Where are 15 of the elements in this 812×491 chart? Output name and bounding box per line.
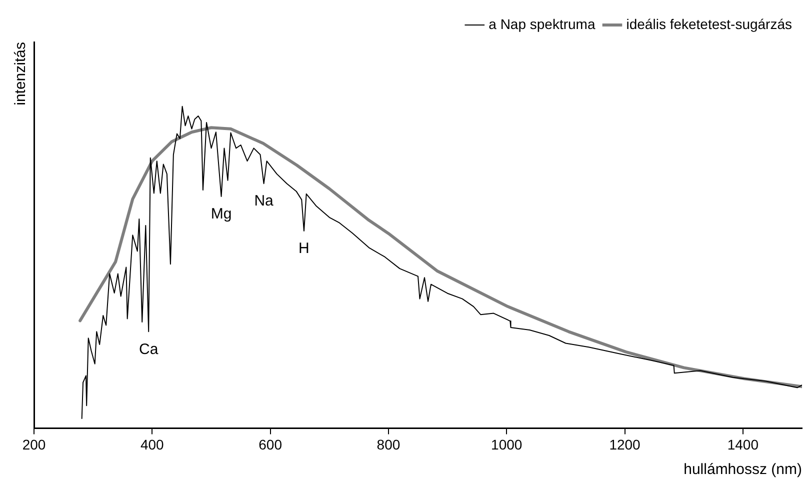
y-axis-title: intenzitás bbox=[12, 42, 30, 106]
legend-label: a Nap spektruma bbox=[488, 16, 596, 32]
annotation: H bbox=[298, 240, 310, 258]
annotation: Mg bbox=[210, 206, 232, 223]
x-tick-label: 200 bbox=[22, 436, 46, 452]
x-tick-label: 800 bbox=[376, 436, 400, 452]
annotation: Ca bbox=[139, 340, 159, 358]
legend-label: ideális feketetest-sugárzás bbox=[626, 16, 792, 32]
x-tick-label: 1200 bbox=[609, 436, 641, 452]
x-tick-label: 400 bbox=[140, 436, 164, 452]
x-axis-title: hullámhossz (nm) bbox=[684, 461, 802, 478]
x-tick-label: 600 bbox=[258, 436, 282, 452]
x-tick-label: 1000 bbox=[491, 436, 522, 452]
annotation: Na bbox=[254, 192, 274, 210]
x-tick-label: 1400 bbox=[727, 436, 759, 452]
